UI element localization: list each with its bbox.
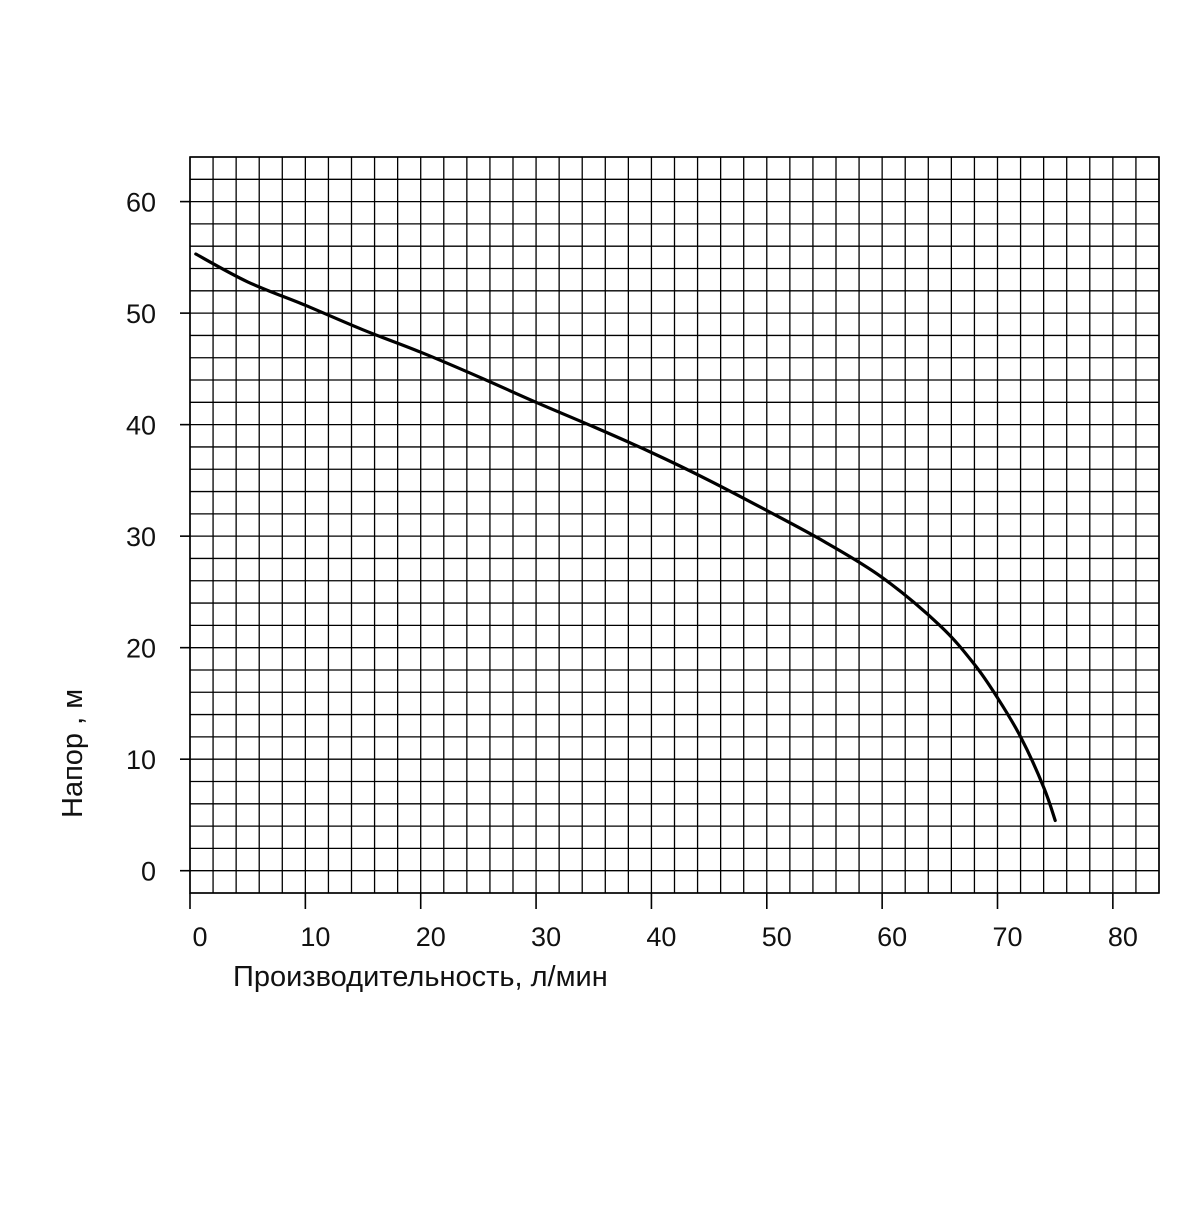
series-layer	[194, 252, 1057, 823]
y-tick-label: 10	[126, 745, 156, 775]
grid	[189, 156, 1160, 894]
y-tick-label: 50	[126, 299, 156, 329]
x-tick-label: 80	[1108, 922, 1138, 952]
y-tick-label: 40	[126, 411, 156, 441]
x-axis-label: Производительность, л/мин	[233, 961, 608, 993]
tick-labels: 0 10 20 30 40 50 60 70 80 0 10 20 30 40 50 60	[126, 188, 1138, 952]
y-tick-label: 30	[126, 522, 156, 552]
x-tick-label: 40	[646, 922, 676, 952]
x-tick-label: 10	[300, 922, 330, 952]
axes	[180, 156, 1160, 909]
x-tick-label: 20	[416, 922, 446, 952]
y-tick-label: 0	[141, 857, 156, 887]
performance-curve	[194, 252, 1057, 823]
x-tick-label: 30	[531, 922, 561, 952]
y-tick-label: 20	[126, 634, 156, 664]
x-tick-label: 50	[762, 922, 792, 952]
x-tick-label: 70	[992, 922, 1022, 952]
y-tick-label: 60	[126, 188, 156, 218]
y-axis-label: Напор , м	[57, 689, 89, 818]
x-tick-label: 0	[192, 922, 207, 952]
x-tick-label: 60	[877, 922, 907, 952]
plot-frame	[189, 156, 1160, 894]
